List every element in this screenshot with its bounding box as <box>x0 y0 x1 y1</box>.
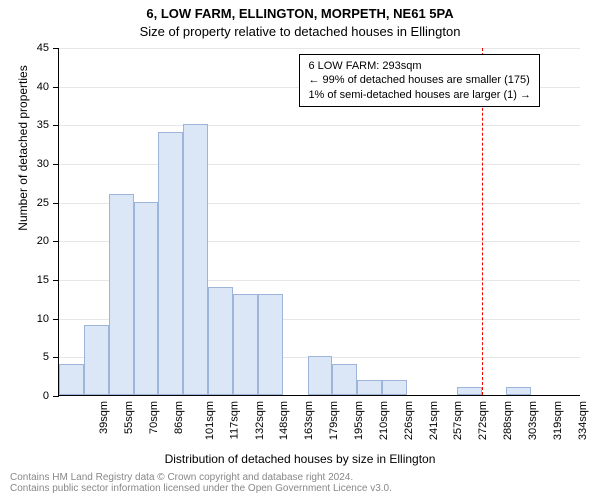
x-tick-label: 163sqm <box>303 401 315 440</box>
histogram-bar <box>308 356 333 395</box>
x-tick-label: 55sqm <box>123 401 135 434</box>
histogram-bar <box>457 387 482 395</box>
histogram-bar <box>506 387 531 395</box>
legend-line-2: ← 99% of detached houses are smaller (17… <box>308 73 531 87</box>
x-tick-label: 303sqm <box>527 401 539 440</box>
y-axis-label: Number of detached properties <box>16 0 30 322</box>
x-tick-label: 241sqm <box>428 401 440 440</box>
histogram-bar <box>233 294 258 395</box>
footer-line: Contains HM Land Registry data © Crown c… <box>10 472 392 483</box>
x-tick-label: 195sqm <box>353 401 365 440</box>
y-tick <box>53 164 59 165</box>
x-axis-label: Distribution of detached houses by size … <box>0 452 600 466</box>
histogram-bar <box>258 294 283 395</box>
y-tick-label: 15 <box>37 274 49 286</box>
y-tick-label: 10 <box>37 313 49 325</box>
y-tick <box>53 396 59 397</box>
y-tick-label: 25 <box>37 197 49 209</box>
x-tick-label: 226sqm <box>403 401 415 440</box>
legend-line-3: 1% of semi-detached houses are larger (1… <box>308 88 531 102</box>
y-tick <box>53 48 59 49</box>
x-tick-label: 70sqm <box>148 401 160 434</box>
y-tick-label: 0 <box>43 390 49 402</box>
histogram-bar <box>332 364 357 395</box>
histogram-bar <box>357 380 382 395</box>
x-tick-label: 179sqm <box>328 401 340 440</box>
histogram-bar <box>134 202 159 395</box>
y-tick <box>53 319 59 320</box>
gridline <box>59 164 580 165</box>
y-tick <box>53 357 59 358</box>
x-tick-label: 132sqm <box>254 401 266 440</box>
y-tick-label: 40 <box>37 81 49 93</box>
y-tick <box>53 87 59 88</box>
x-tick-label: 257sqm <box>453 401 465 440</box>
x-tick-label: 319sqm <box>552 401 564 440</box>
histogram-bar <box>59 364 84 395</box>
x-tick-label: 210sqm <box>378 401 390 440</box>
y-tick <box>53 280 59 281</box>
histogram-bar <box>183 124 208 395</box>
legend-line-1: 6 LOW FARM: 293sqm <box>308 59 531 73</box>
histogram-bar <box>109 194 134 395</box>
gridline <box>59 48 580 49</box>
y-tick-label: 5 <box>43 351 49 363</box>
histogram-bar <box>84 325 109 395</box>
y-tick-label: 20 <box>37 235 49 247</box>
chart-title: 6, LOW FARM, ELLINGTON, MORPETH, NE61 5P… <box>0 6 600 21</box>
y-tick-label: 30 <box>37 158 49 170</box>
x-tick-label: 101sqm <box>204 401 216 440</box>
x-tick-label: 86sqm <box>173 401 185 434</box>
x-tick-label: 148sqm <box>279 401 291 440</box>
footer-line: Contains public sector information licen… <box>10 483 392 494</box>
histogram-bar <box>382 380 407 395</box>
y-tick-label: 45 <box>37 42 49 54</box>
x-tick-label: 288sqm <box>502 401 514 440</box>
y-tick <box>53 203 59 204</box>
marker-legend: 6 LOW FARM: 293sqm ← 99% of detached hou… <box>299 54 540 107</box>
footer-attribution: Contains HM Land Registry data © Crown c… <box>10 472 392 494</box>
x-tick-label: 39sqm <box>98 401 110 434</box>
y-tick <box>53 241 59 242</box>
y-tick-label: 35 <box>37 119 49 131</box>
x-tick-label: 117sqm <box>228 401 240 439</box>
gridline <box>59 125 580 126</box>
histogram-bar <box>158 132 183 395</box>
x-tick-label: 334sqm <box>577 401 589 440</box>
x-tick-label: 272sqm <box>477 401 489 440</box>
chart-subtitle: Size of property relative to detached ho… <box>0 24 600 39</box>
histogram-bar <box>208 287 233 395</box>
y-tick <box>53 125 59 126</box>
